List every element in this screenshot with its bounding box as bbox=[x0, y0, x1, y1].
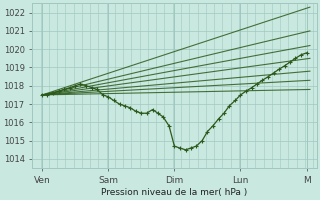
X-axis label: Pression niveau de la mer( hPa ): Pression niveau de la mer( hPa ) bbox=[101, 188, 247, 197]
